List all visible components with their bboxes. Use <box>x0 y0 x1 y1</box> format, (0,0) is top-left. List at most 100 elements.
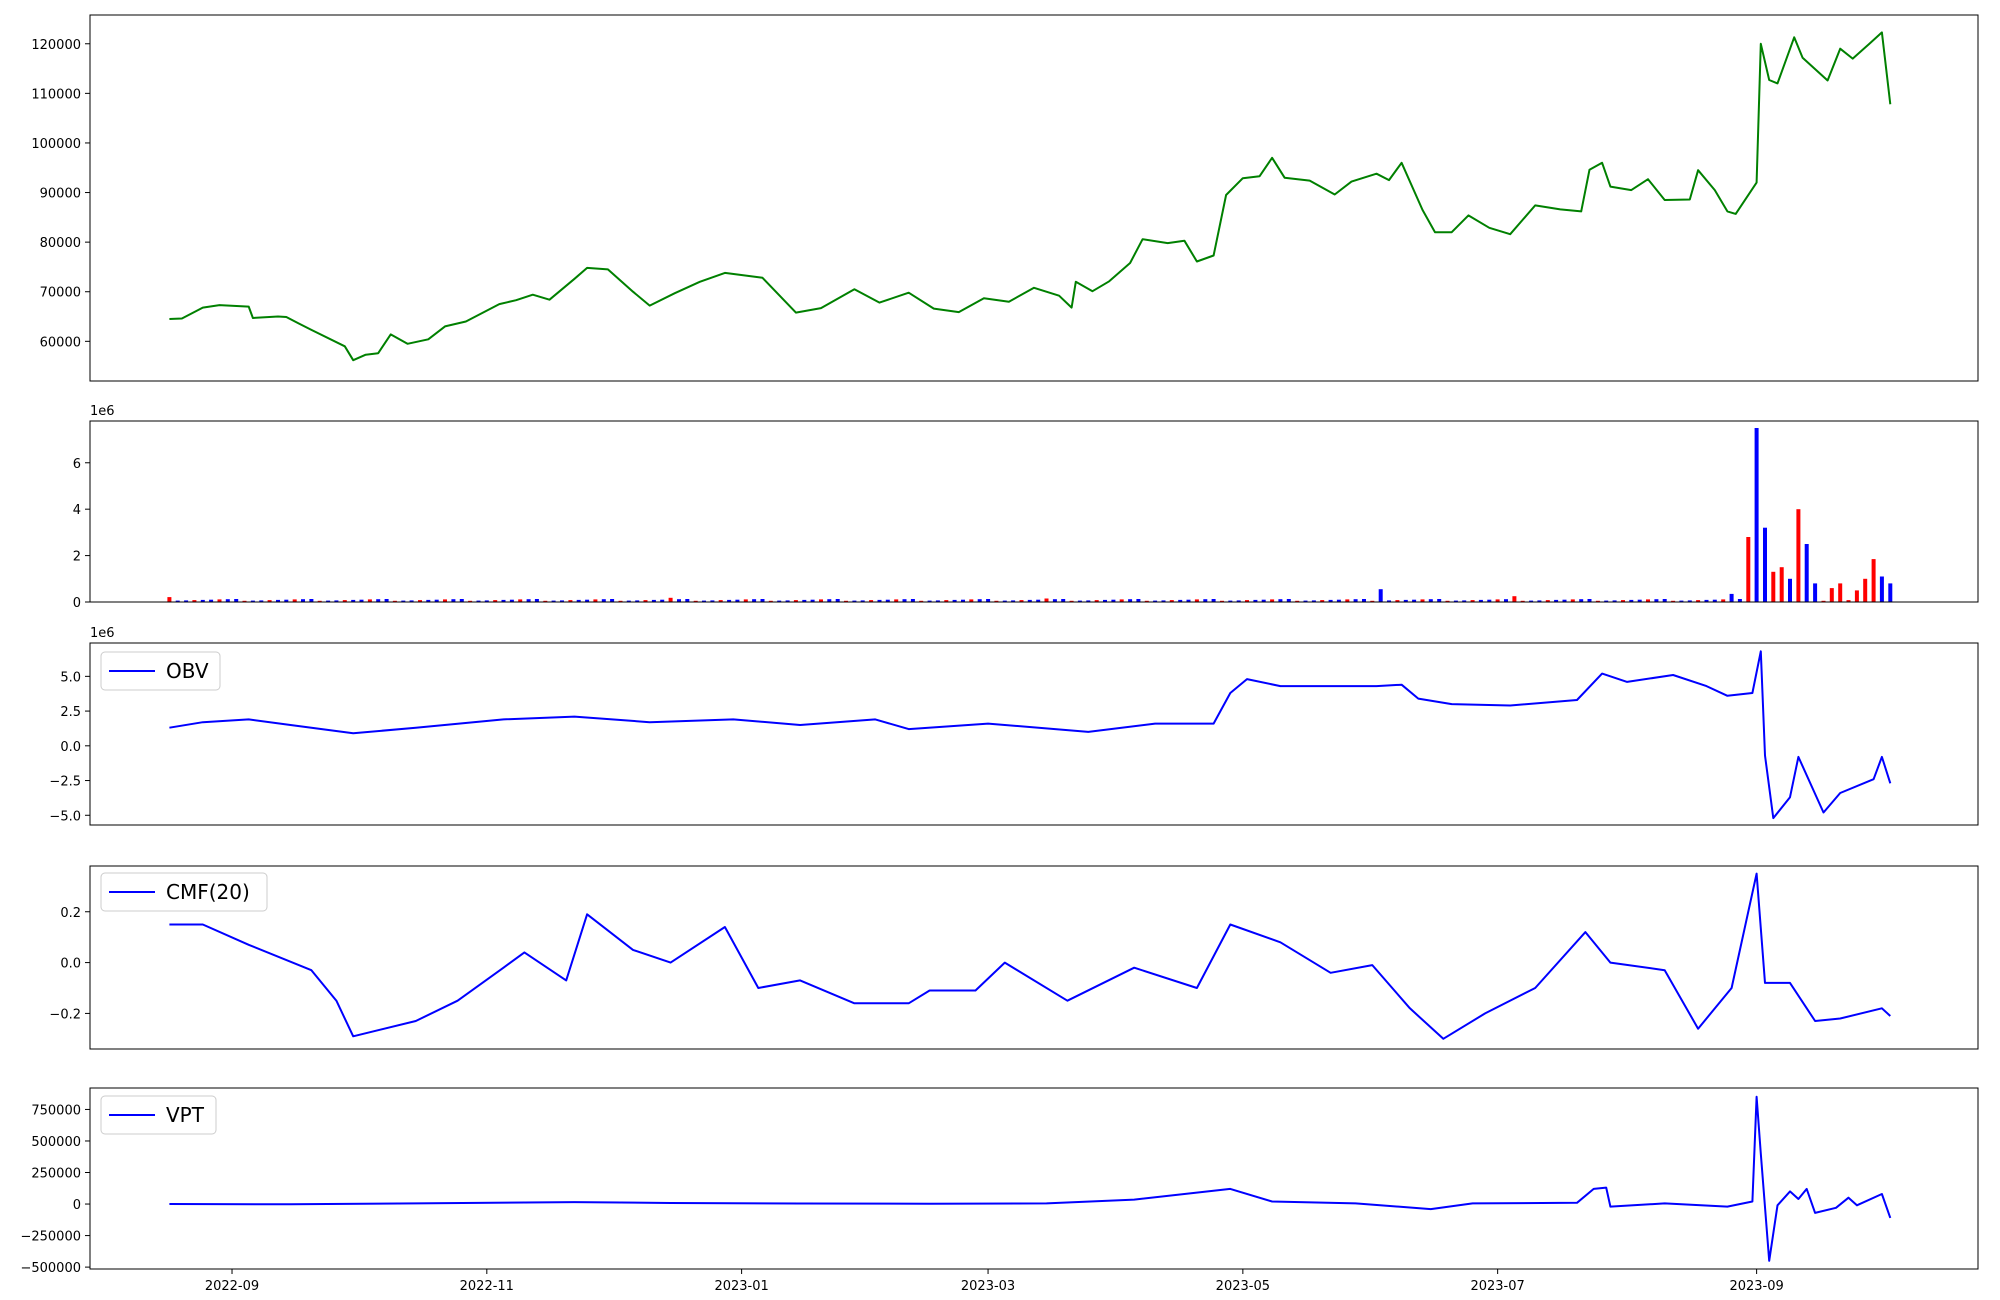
volume-bar <box>493 600 498 602</box>
volume-bar <box>509 599 514 602</box>
volume-bar <box>1779 567 1784 602</box>
volume-bar <box>1712 599 1717 602</box>
vpt-y-tick-label: 0 <box>73 1198 81 1213</box>
volume-bar <box>284 599 289 602</box>
volume-bar <box>894 599 899 602</box>
volume-bar <box>710 600 715 602</box>
volume-bar <box>451 599 456 602</box>
volume-bar <box>1261 599 1266 602</box>
volume-y-tick-label: 2 <box>73 550 81 565</box>
cmf-legend-label: CMF(20) <box>166 880 250 904</box>
volume-bar <box>1328 599 1333 602</box>
volume-bar <box>1094 600 1099 602</box>
volume-bar <box>835 599 840 602</box>
volume-multiplier-label: 1e6 <box>90 404 115 419</box>
volume-bar <box>668 597 673 602</box>
obv-multiplier-label: 1e6 <box>90 626 115 641</box>
volume-bar <box>1002 600 1007 602</box>
volume-bar <box>585 599 590 602</box>
volume-bar <box>1345 599 1350 602</box>
volume-bar <box>1529 600 1534 602</box>
volume-bar <box>977 599 982 602</box>
volume-bar <box>1278 599 1283 602</box>
volume-bar <box>1704 599 1709 602</box>
volume-bar <box>885 599 890 602</box>
volume-bar <box>1245 600 1249 602</box>
volume-bar <box>1871 559 1876 602</box>
volume-bar <box>1453 600 1458 602</box>
volume-bar <box>986 599 991 602</box>
volume-bar <box>693 600 698 602</box>
volume-bar <box>1838 583 1843 602</box>
volume-bar <box>1428 599 1433 602</box>
volume-bar <box>1220 600 1224 602</box>
volume-bar <box>1495 599 1500 602</box>
price-y-axis: 60000 70000 80000 90000 100000 110000 120000 <box>31 38 90 350</box>
volume-bar <box>994 600 999 602</box>
volume-y-tick-label: 4 <box>73 503 81 518</box>
volume-bar <box>777 600 782 602</box>
x-tick-label: 2023-07 <box>1470 1279 1524 1294</box>
vpt-legend: VPT <box>100 1095 217 1135</box>
volume-bar <box>1027 599 1032 602</box>
volume-bar <box>1721 599 1726 602</box>
volume-bar <box>1336 599 1341 602</box>
volume-bar <box>1144 600 1149 602</box>
volume-bar <box>793 600 798 602</box>
cmf-legend: CMF(20) <box>100 872 268 912</box>
volume-bar <box>434 599 439 602</box>
volume-bar <box>819 599 823 602</box>
volume-bar <box>1671 600 1676 602</box>
volume-bar <box>1478 599 1483 602</box>
volume-bar <box>1178 599 1183 602</box>
volume-bar <box>1011 600 1016 602</box>
obv-y-tick-label: −2.5 <box>49 775 81 790</box>
price-y-tick-label: 90000 <box>40 187 81 202</box>
cmf-y-tick-label: 0.2 <box>60 906 81 921</box>
volume-bar <box>760 599 765 602</box>
volume-bar <box>1621 600 1625 602</box>
volume-bar <box>1153 600 1158 602</box>
volume-bar <box>1587 599 1592 602</box>
volume-bar <box>935 600 940 602</box>
price-y-tick-label: 110000 <box>31 87 81 102</box>
volume-bar <box>660 599 665 602</box>
vpt-legend-label: VPT <box>166 1103 205 1127</box>
volume-bar <box>827 599 832 602</box>
volume-bar <box>526 599 531 602</box>
volume-bar <box>351 599 356 602</box>
vpt-y-tick-label: 250000 <box>31 1167 81 1182</box>
volume-bar <box>601 599 606 602</box>
volume-bar <box>1412 599 1417 602</box>
volume-bar <box>1186 599 1191 602</box>
vpt-plot-area <box>169 1095 1892 1262</box>
vpt-y-axis: −500000 −250000 0 250000 500000 750000 <box>20 1103 90 1276</box>
volume-bar <box>1019 600 1024 602</box>
volume-bar <box>292 599 297 602</box>
volume-bar <box>1052 599 1057 602</box>
obv-panel: −5.0 −2.5 0.0 2.5 5.0 1e6 OBV <box>49 626 1979 826</box>
volume-bar <box>576 599 581 602</box>
volume-bar <box>1420 599 1425 602</box>
volume-bar <box>259 600 264 602</box>
volume-bar <box>1629 599 1634 602</box>
volume-bar <box>877 599 882 602</box>
volume-bar <box>802 599 807 602</box>
volume-bar <box>1813 583 1818 602</box>
obv-series-line <box>169 650 1892 820</box>
obv-plot-area <box>169 650 1892 820</box>
volume-bar <box>359 599 364 602</box>
volume-bar <box>610 599 615 602</box>
x-tick-label: 2023-01 <box>714 1279 768 1294</box>
obv-legend-label: OBV <box>166 659 209 683</box>
volume-bar <box>952 599 957 602</box>
volume-bar <box>342 600 347 602</box>
volume-bar <box>1069 600 1074 602</box>
volume-bar <box>1036 599 1041 602</box>
volume-bar <box>1303 600 1308 602</box>
volume-bar <box>1854 590 1859 602</box>
volume-bar <box>1387 600 1391 602</box>
volume-bar <box>392 600 397 602</box>
volume-bar <box>367 599 372 602</box>
x-tick-label: 2023-09 <box>1729 1279 1783 1294</box>
